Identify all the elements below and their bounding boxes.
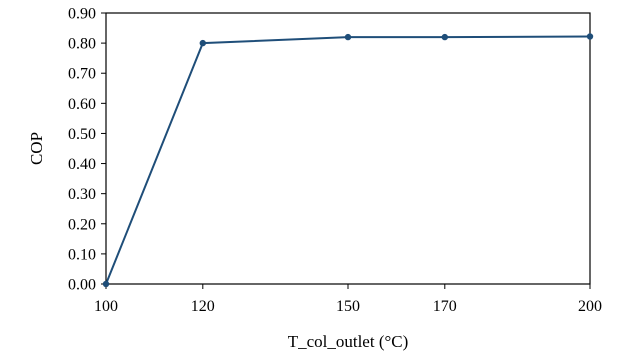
y-axis-ticks: 0.00 0.10 0.20 0.30 0.40 0.50 0.60 0.70 0.80 0.90 (68, 6, 106, 294)
x-tick-label: 170 (433, 298, 457, 315)
y-tick-label: 0.60 (68, 96, 96, 113)
y-tick-label: 0.20 (68, 216, 96, 233)
y-tick-label: 0.50 (68, 126, 96, 143)
data-point-marker (441, 33, 448, 41)
data-point-marker (102, 280, 110, 288)
cop-series-markers (102, 33, 594, 288)
x-tick-label: 150 (336, 298, 360, 315)
y-tick-label: 0.70 (68, 66, 96, 83)
y-tick-label: 0.10 (68, 246, 96, 263)
x-axis-title: T_col_outlet (°C) (288, 332, 409, 351)
plot-area-frame (105, 12, 591, 285)
data-point-marker (344, 33, 352, 41)
x-tick-label: 120 (191, 298, 215, 315)
y-tick-label: 0.30 (68, 186, 96, 203)
data-point-marker (586, 33, 594, 40)
x-axis-ticks: 100 120 150 170 200 (94, 284, 602, 315)
y-tick-label: 0.00 (68, 277, 96, 294)
y-axis-title: COP (27, 132, 46, 165)
x-tick-label: 100 (94, 298, 118, 315)
x-tick-label: 200 (578, 298, 602, 315)
cop-series-line (105, 35, 591, 285)
y-tick-label: 0.80 (68, 36, 96, 53)
data-point-marker (199, 39, 206, 47)
y-tick-label: 0.40 (68, 156, 96, 173)
y-tick-label: 0.90 (68, 6, 96, 23)
